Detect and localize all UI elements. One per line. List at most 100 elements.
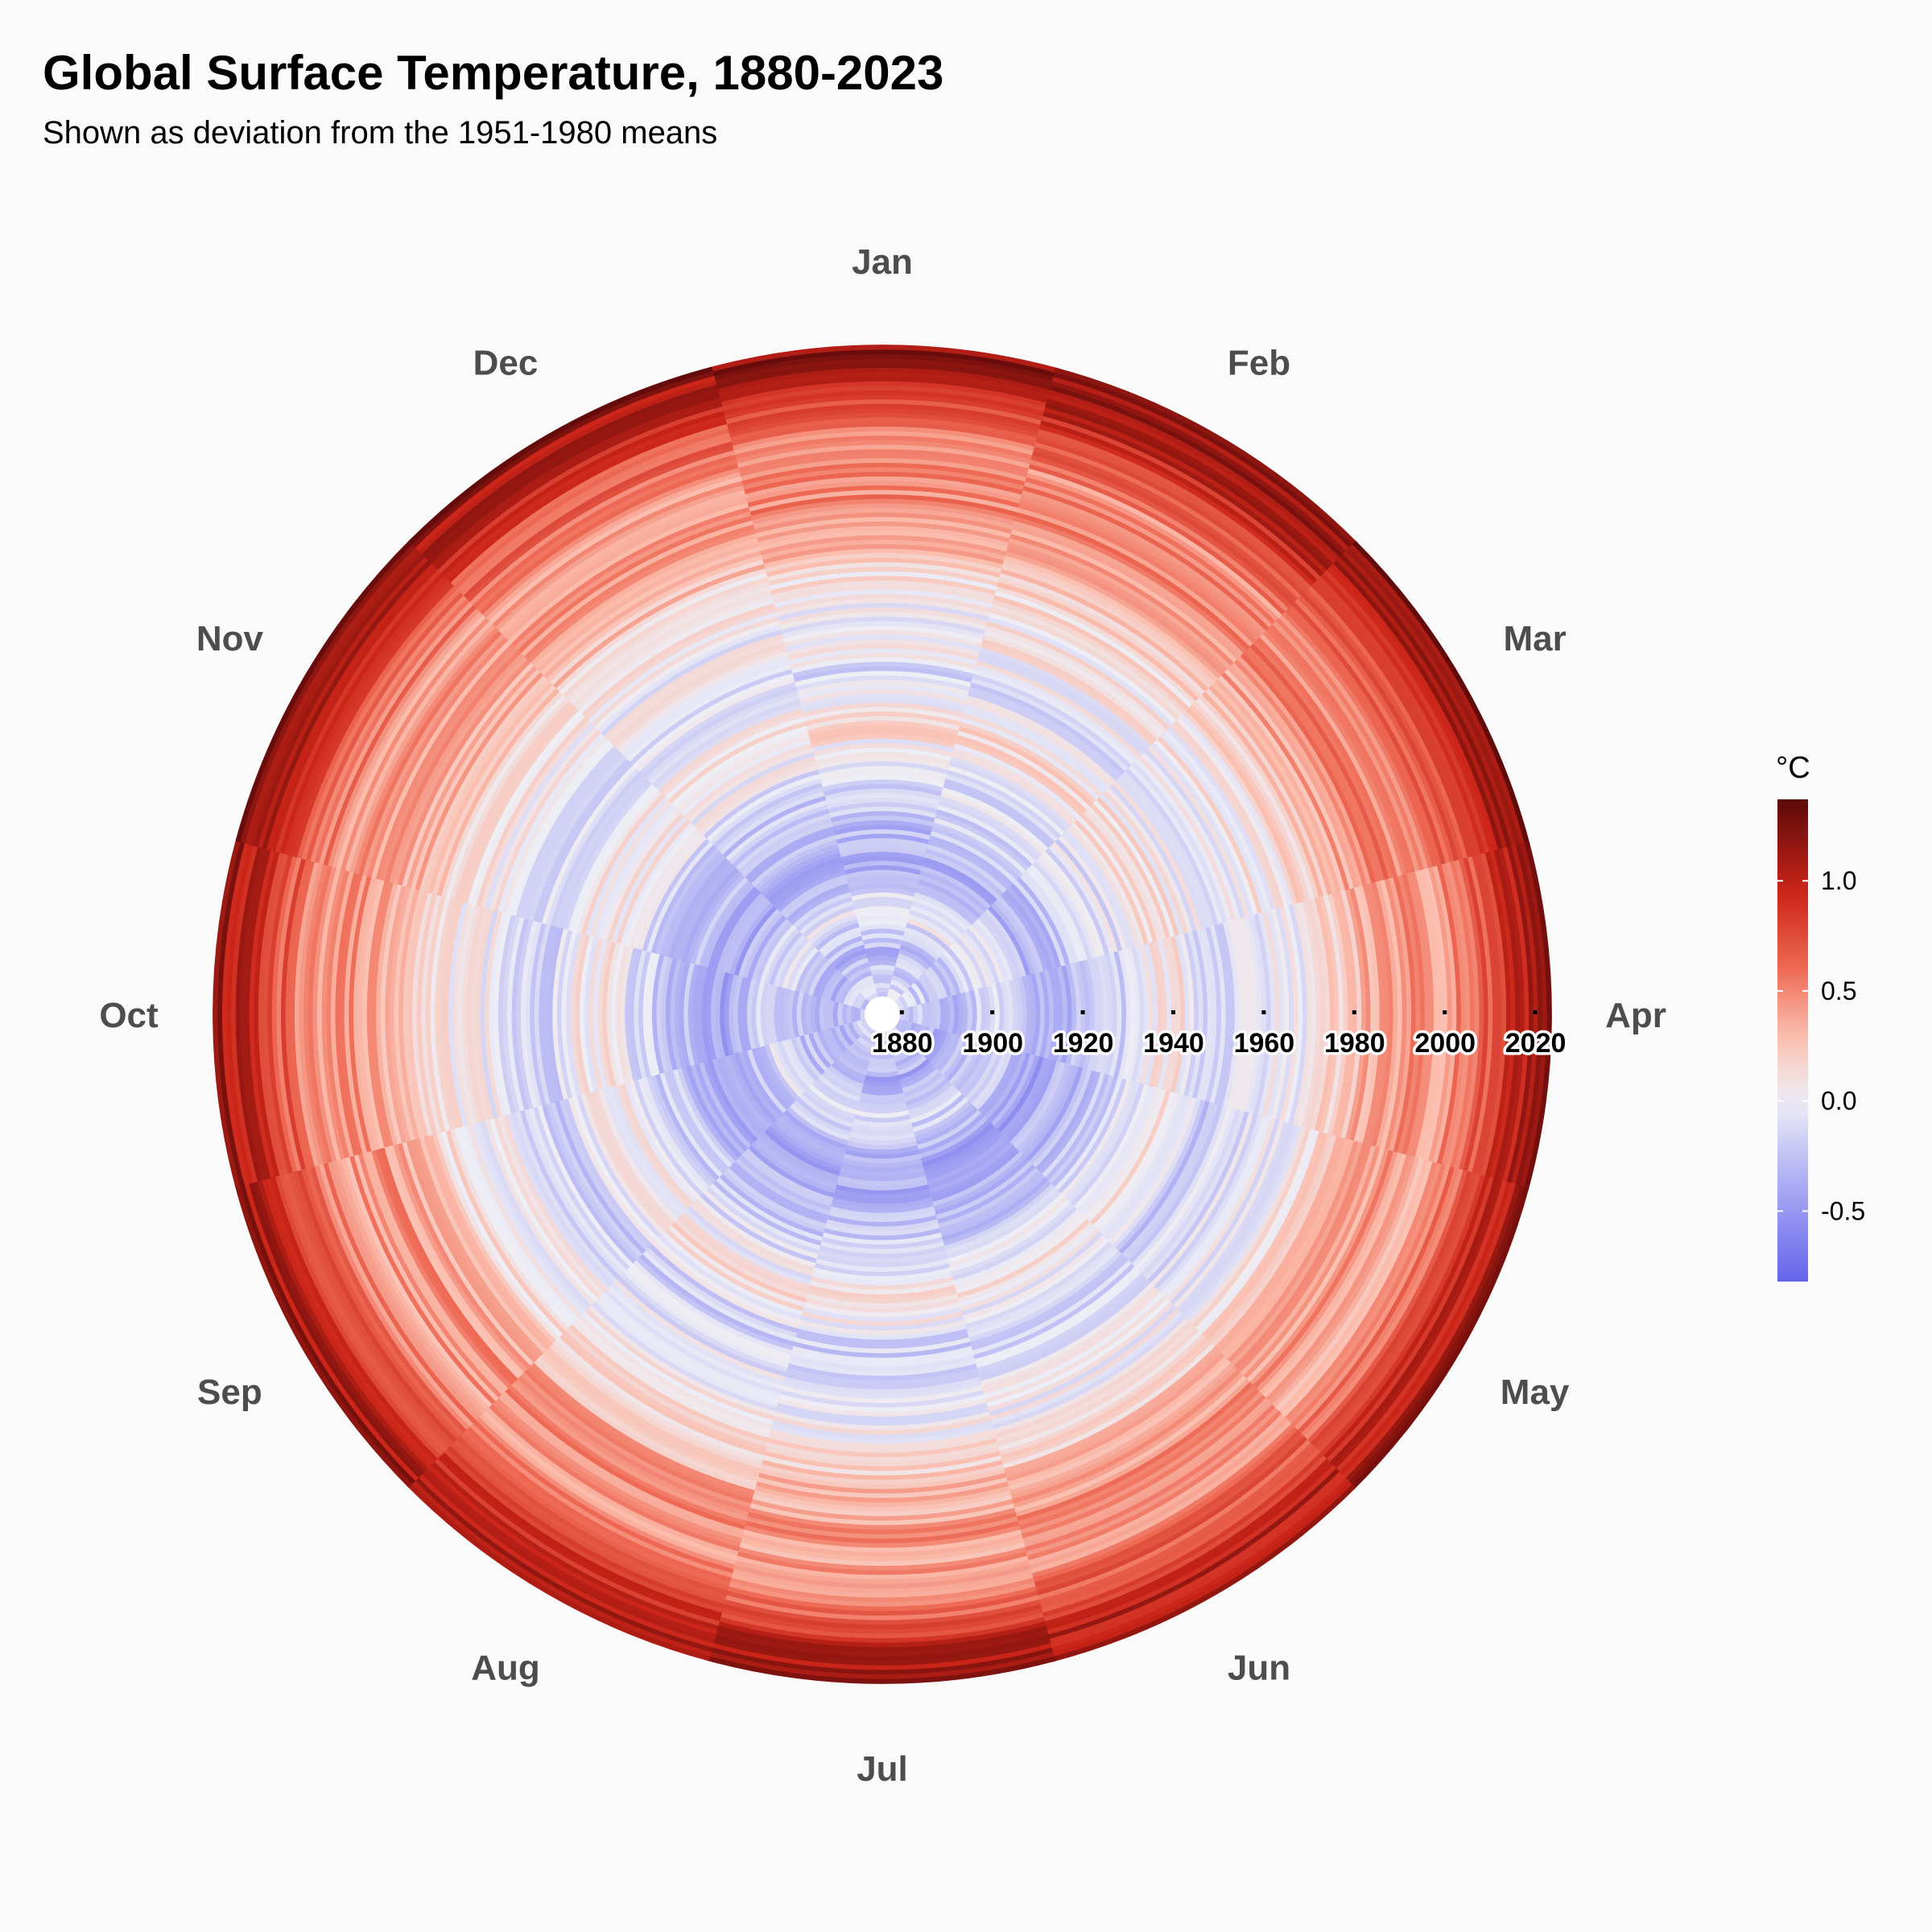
cell-1913-jun (924, 1132, 1005, 1181)
cell-1983-apr (1348, 887, 1372, 1143)
cell-1924-jan (824, 792, 941, 806)
cell-1986-apr (1361, 884, 1385, 1147)
cell-1947-sep (567, 1096, 656, 1245)
cell-1922-may (1028, 1067, 1088, 1166)
cell-1936-oct (606, 941, 621, 1086)
cell-2010-jul (721, 1599, 1041, 1625)
cell-1950-jan (794, 675, 972, 692)
cell-1898-mar (952, 940, 984, 989)
cell-1912-nov (720, 895, 768, 972)
cell-1887-dec (844, 961, 870, 980)
cell-1883-may (904, 1022, 918, 1041)
cell-1896-oct (786, 989, 796, 1039)
cell-1919-feb (932, 822, 1024, 878)
year-tick-1940 (1171, 1010, 1175, 1014)
cell-1909-feb (920, 865, 992, 910)
cell-1947-may (1108, 1097, 1197, 1246)
cell-1910-mar (990, 902, 1036, 976)
cell-1892-may (932, 1033, 957, 1069)
cell-1900-feb (910, 905, 963, 939)
cell-1892-jun (900, 1065, 937, 1089)
cell-2010-jan (724, 403, 1043, 430)
year-tick-2020 (1533, 1010, 1538, 1014)
cell-1898-dec (808, 913, 857, 944)
cell-1902-jul (850, 1127, 914, 1137)
month-label-jun: Jun (1228, 1649, 1290, 1688)
cell-1969-jul (770, 1419, 993, 1440)
cell-1914-oct (705, 968, 717, 1060)
cell-1912-sep (720, 1055, 768, 1133)
cell-1887-jan (868, 960, 897, 967)
cell-1887-jun (894, 1049, 921, 1067)
cell-1952-nov (545, 766, 641, 926)
cell-1941-mar (1089, 803, 1171, 940)
cell-1881-feb (888, 988, 902, 999)
cell-1885-jun (892, 1042, 914, 1059)
cell-1884-apr (916, 1003, 923, 1026)
cell-1896-may (945, 1037, 975, 1082)
cell-1895-oct (791, 990, 800, 1038)
cell-1931-jun (945, 1190, 1062, 1260)
year-label-1900: 1900 (962, 1028, 1023, 1059)
cell-1919-oct (683, 961, 696, 1067)
cell-1961-jan (781, 625, 985, 644)
cell-1900-dec (802, 905, 855, 938)
cell-1893-apr (956, 993, 964, 1036)
cell-1990-jan (747, 493, 1020, 518)
cell-1962-oct (488, 910, 508, 1117)
cell-1894-jun (902, 1071, 943, 1098)
cell-1890-jan (865, 946, 901, 954)
cell-1997-jan (739, 462, 1028, 487)
cell-1921-oct (674, 959, 687, 1068)
cell-1975-jul (763, 1446, 1000, 1468)
cell-1880-sep (860, 1018, 870, 1030)
cell-1906-mar (977, 914, 1018, 980)
cell-1942-apr (1170, 935, 1186, 1095)
cell-1898-jun (907, 1084, 956, 1116)
cell-1936-nov (615, 818, 691, 944)
cell-1927-sep (654, 1072, 720, 1181)
cell-1957-apr (1235, 918, 1253, 1113)
cell-1888-dec (840, 957, 869, 976)
cell-1995-jan (741, 471, 1026, 496)
cell-1880-aug (865, 1026, 878, 1037)
cell-1991-jan (746, 489, 1021, 513)
cell-2023-oct (213, 838, 242, 1188)
cell-1918-jan (832, 819, 934, 832)
cell-1895-jul (858, 1096, 906, 1105)
cell-1922-apr (1082, 959, 1096, 1071)
cell-1896-feb (905, 922, 950, 952)
cell-1945-sep (576, 1093, 663, 1239)
cell-1946-jul (798, 1319, 966, 1336)
cell-1912-feb (924, 852, 1001, 900)
cell-1933-oct (619, 945, 634, 1083)
chart-subtitle: Shown as deviation from the 1951-1980 me… (43, 115, 718, 151)
cell-1944-jan (801, 702, 965, 718)
cell-1995-apr (1401, 873, 1426, 1158)
cell-1996-jul (738, 1538, 1025, 1563)
cell-1899-oct (773, 985, 782, 1042)
cell-2016-apr (1492, 848, 1521, 1183)
cell-1899-feb (909, 909, 960, 942)
cell-1947-apr (1191, 930, 1208, 1100)
cell-1995-jul (739, 1533, 1023, 1558)
cell-1901-oct (764, 983, 774, 1045)
cell-1914-feb (927, 844, 1008, 894)
cell-1933-may (1063, 1080, 1136, 1201)
cell-1906-aug (782, 1109, 848, 1150)
cell-1915-dec (753, 839, 838, 890)
cell-1951-apr (1209, 925, 1227, 1105)
cell-1899-dec (805, 909, 857, 941)
cell-1981-jan (758, 535, 1009, 557)
cell-1950-mar (1118, 774, 1211, 930)
cell-1935-may (1070, 1083, 1145, 1208)
cell-1917-sep (698, 1061, 752, 1149)
cell-2021-jul (708, 1646, 1054, 1675)
cell-1901-jul (851, 1123, 913, 1133)
cell-1900-jul (852, 1118, 912, 1128)
cell-1943-jan (803, 706, 964, 723)
cell-1943-sep (584, 1091, 669, 1232)
cell-1953-apr (1218, 923, 1236, 1108)
cell-2009-jul (722, 1594, 1039, 1621)
cell-2016-jul (714, 1624, 1048, 1653)
